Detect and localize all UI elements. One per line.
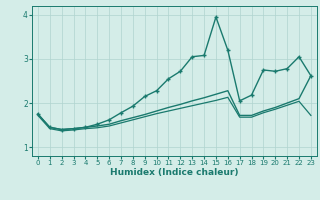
X-axis label: Humidex (Indice chaleur): Humidex (Indice chaleur)	[110, 168, 239, 177]
